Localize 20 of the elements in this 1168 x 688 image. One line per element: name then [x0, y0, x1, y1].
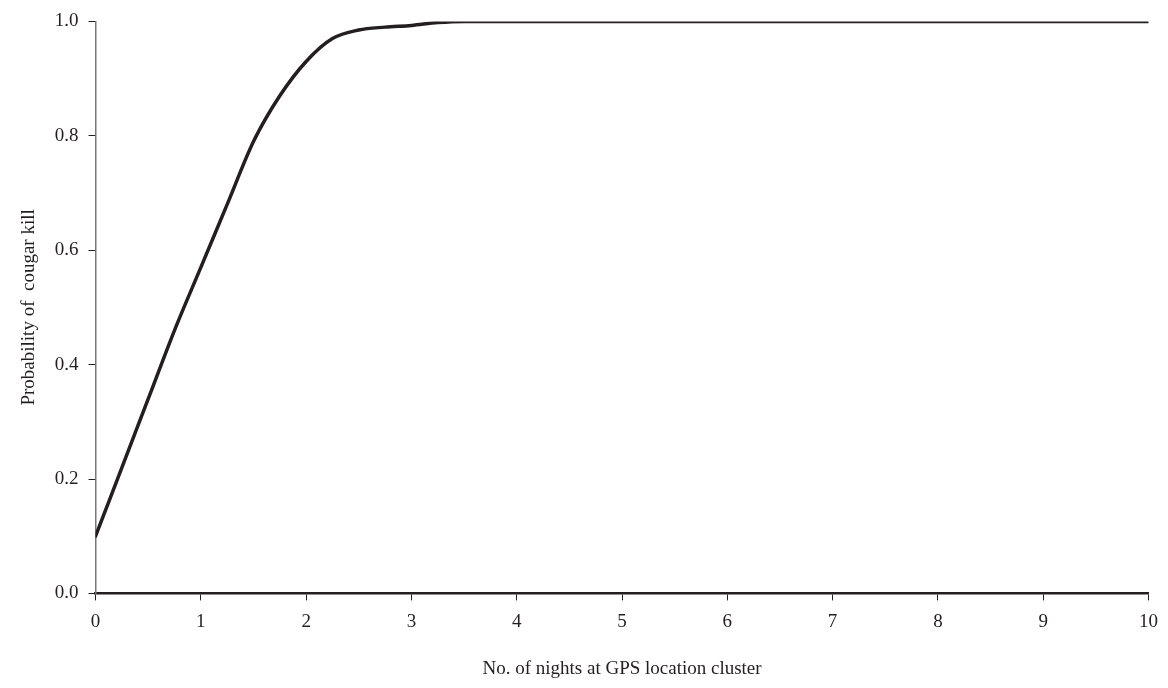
line-series	[95, 21, 1149, 538]
x-tick-label: 0	[90, 609, 101, 631]
y-tick-label: 1.0	[54, 9, 79, 31]
y-axis-title: Probability of cougar kill	[17, 209, 39, 406]
x-tick-label: 4	[511, 609, 522, 631]
x-tick-label: 9	[1038, 609, 1048, 631]
x-tick-label: 7	[827, 609, 838, 631]
y-tick-label: 0.2	[54, 466, 79, 488]
x-tick-label: 5	[617, 609, 627, 631]
y-tick-label: 0.6	[54, 238, 79, 260]
x-tick-label: 3	[406, 609, 417, 631]
x-tick-label: 1	[196, 609, 206, 631]
x-axis-title: No. of nights at GPS location cluster	[482, 656, 763, 678]
y-tick-label: 0.8	[54, 123, 79, 145]
y-tick-label: 0.4	[54, 352, 80, 374]
x-tick-label: 6	[722, 609, 733, 631]
x-tick-label: 8	[933, 609, 943, 631]
x-tick-label: 2	[301, 609, 311, 631]
x-tick-label: 10	[1139, 609, 1158, 631]
y-tick-label: 0.0	[54, 581, 79, 603]
